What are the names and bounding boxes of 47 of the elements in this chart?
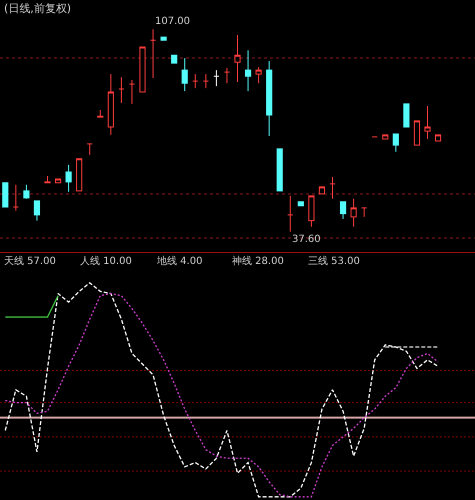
candlestick — [118, 76, 124, 104]
candlestick — [150, 28, 156, 78]
candlestick — [403, 103, 410, 128]
text: 天线 57.00 — [4, 255, 56, 267]
candlestick — [34, 200, 40, 222]
candlestick — [86, 143, 93, 156]
candlestick — [298, 201, 304, 206]
text: 神线 28.00 — [232, 255, 284, 267]
candlestick — [266, 60, 272, 137]
text: 三线 53.00 — [308, 255, 360, 267]
candlestick — [414, 120, 420, 146]
candlestick — [12, 184, 19, 212]
candlestick — [202, 74, 209, 89]
candlestick — [382, 134, 388, 140]
text: 107.00 — [155, 16, 190, 27]
candlestick — [318, 186, 326, 194]
candlestick — [213, 70, 220, 87]
candlestick — [160, 36, 167, 41]
candlestick — [192, 74, 198, 89]
candlestick — [23, 184, 30, 200]
candlestick — [108, 74, 114, 136]
candlestick — [392, 134, 399, 152]
text: 人线 10.00 — [80, 255, 132, 267]
candlestick — [66, 164, 72, 192]
candlestick — [287, 195, 294, 232]
text: 37.60 — [292, 234, 321, 245]
candlestick — [329, 176, 336, 200]
candlestick — [139, 46, 146, 92]
candlestick — [171, 54, 178, 64]
text: 地线 4.00 — [156, 255, 202, 267]
candlestick — [256, 66, 262, 84]
candlestick — [244, 50, 252, 92]
candlestick — [97, 110, 104, 118]
candlestick — [361, 207, 368, 218]
candlestick — [234, 34, 241, 83]
candlestick — [128, 80, 136, 104]
candlestick — [76, 158, 82, 192]
candlestick — [308, 195, 314, 228]
candlestick — [276, 148, 283, 192]
candlestick — [424, 105, 431, 140]
candlestick — [350, 198, 357, 228]
candlestick — [434, 134, 442, 142]
candlestick — [182, 58, 188, 92]
candlestick — [340, 201, 346, 220]
chart-title: (日线,前复权) — [4, 2, 72, 15]
candlestick — [2, 182, 8, 208]
candlestick — [224, 68, 230, 84]
